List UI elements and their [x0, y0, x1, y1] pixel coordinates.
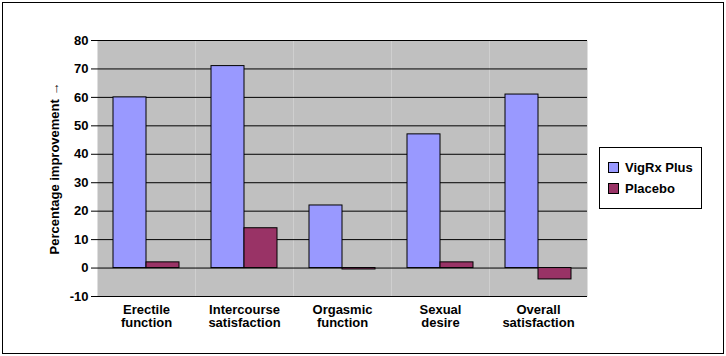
svg-text:40: 40 — [74, 146, 88, 161]
svg-text:Orgasmicfunction: Orgasmicfunction — [313, 302, 373, 330]
svg-text:50: 50 — [74, 118, 88, 133]
svg-text:Sexualdesire: Sexualdesire — [420, 302, 462, 330]
svg-text:Percentage improvement →: Percentage improvement → — [47, 83, 62, 255]
svg-text:60: 60 — [74, 90, 88, 105]
html-text:Placebo: Placebo — [625, 181, 675, 196]
html-text:VigRx Plus: VigRx Plus — [625, 160, 693, 175]
svg-text:30: 30 — [74, 175, 88, 190]
svg-text:0: 0 — [81, 260, 88, 275]
svg-text:70: 70 — [74, 61, 88, 76]
svg-text:80: 80 — [74, 33, 88, 48]
svg-text:10: 10 — [74, 232, 88, 247]
svg-text:Erectilefunction: Erectilefunction — [121, 302, 172, 330]
svg-text:20: 20 — [74, 203, 88, 218]
svg-text:Overallsatisfaction: Overallsatisfaction — [502, 302, 574, 330]
svg-text:Intercoursesatisfaction: Intercoursesatisfaction — [208, 302, 280, 330]
svg-text:-10: -10 — [70, 289, 89, 304]
